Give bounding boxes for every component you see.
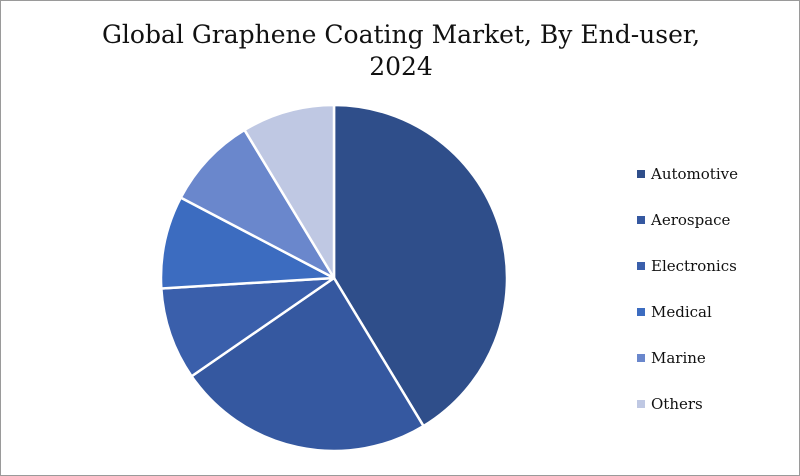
chart-title-line-1: Global Graphene Coating Market, By End-u…: [101, 20, 701, 49]
legend-swatch: [637, 170, 645, 178]
legend-swatch: [637, 354, 645, 362]
legend-item-others: Others: [637, 393, 738, 415]
legend-swatch: [637, 262, 645, 270]
legend-label: Automotive: [651, 165, 738, 183]
legend-item-automotive: Automotive: [637, 163, 738, 185]
legend-swatch: [637, 308, 645, 316]
legend-label: Aerospace: [651, 211, 731, 229]
legend-item-marine: Marine: [637, 347, 738, 369]
pie-slice-aerospace: [190, 276, 425, 453]
pie-slice-automotive: [332, 103, 509, 428]
legend-swatch: [637, 400, 645, 408]
legend-item-aerospace: Aerospace: [637, 209, 738, 231]
pie-slice-medical: [159, 196, 336, 290]
legend-item-medical: Medical: [637, 301, 738, 323]
legend-label: Electronics: [651, 257, 737, 275]
pie-slice-electronics: [160, 276, 336, 378]
chart-title: Global Graphene Coating Market, By End-u…: [61, 19, 741, 83]
legend-item-electronics: Electronics: [637, 255, 738, 277]
pie-slice-others: [243, 103, 336, 280]
chart-title-line-2: 2024: [369, 52, 433, 81]
legend-label: Others: [651, 395, 703, 413]
legend-label: Marine: [651, 349, 706, 367]
pie-slices: [159, 103, 509, 453]
legend-swatch: [637, 216, 645, 224]
pie-slice-marine: [179, 128, 336, 280]
legend-label: Medical: [651, 303, 712, 321]
chart-legend: Automotive Aerospace Electronics Medical Mar…: [637, 163, 738, 439]
